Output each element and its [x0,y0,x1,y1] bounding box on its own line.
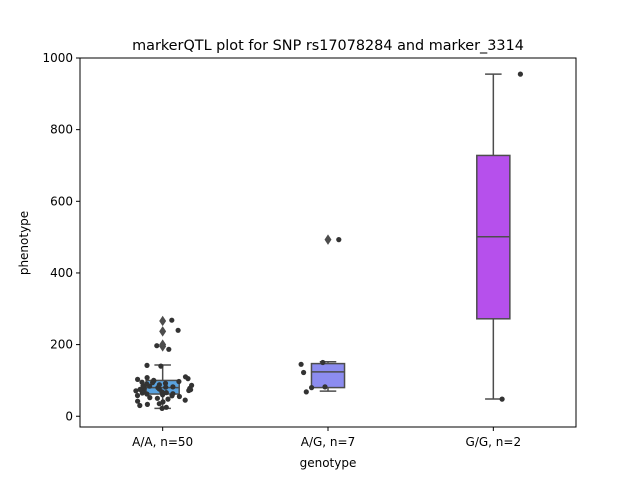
chart-title: markerQTL plot for SNP rs17078284 and ma… [132,38,524,54]
data-point [309,385,315,391]
outlier-marker [159,326,167,337]
x-axis-label: genotype [300,456,357,470]
y-tick-label: 600 [50,194,73,208]
x-tick-label: A/G, n=7 [301,435,355,449]
data-point [301,369,307,376]
data-point [144,401,150,407]
data-point [517,71,524,77]
x-tick-label: A/A, n=50 [132,435,193,449]
data-point [176,393,182,400]
data-point [154,343,160,349]
data-point [182,397,188,403]
data-point [162,380,169,386]
data-point [159,405,165,411]
y-axis-label: phenotype [17,211,31,275]
outlier-marker [159,339,167,350]
data-point [166,346,172,352]
box-group [476,73,511,400]
data-point [170,391,176,397]
data-point [163,384,169,390]
data-point [189,382,195,388]
data-point [499,396,505,402]
box-group [310,234,346,392]
points-group [499,71,524,402]
y-tick-label: 1000 [42,51,73,65]
data-point [144,375,150,381]
data-point [176,378,182,385]
data-point [151,377,157,383]
data-point [169,317,175,323]
data-point [154,395,160,401]
data-point [160,399,166,405]
data-point [298,361,304,367]
x-tick-label: G/G, n=2 [466,435,522,449]
y-tick-label: 200 [50,338,73,352]
outlier-marker [159,315,167,327]
points-group [298,237,342,395]
data-point [163,390,169,396]
y-tick-label: 800 [50,123,73,137]
data-point [182,374,189,380]
data-point [163,404,169,410]
data-point [156,382,162,388]
y-tick-label: 0 [65,409,73,423]
data-point [137,386,143,392]
data-point [144,362,150,368]
outlier-marker [324,234,332,245]
data-point [322,384,328,390]
data-point [135,398,141,404]
data-point [139,379,145,385]
data-point [144,381,150,387]
data-point [147,395,153,401]
data-point [137,402,143,409]
plot-area [133,71,524,411]
data-point [158,363,164,369]
data-point [134,392,141,399]
box-iqr [310,362,346,389]
points-group [133,317,195,411]
data-point [320,359,326,366]
data-point [170,384,176,390]
data-point [133,388,139,394]
x-axis: A/A, n=50 A/G, n=7 G/G, n=2 [132,427,521,449]
data-point [303,389,309,395]
y-tick-label: 400 [50,266,73,280]
data-point [144,391,150,397]
data-point [135,376,141,382]
data-point [336,237,342,243]
y-axis: 0 200 400 600 800 1000 [42,51,80,423]
data-point [165,396,171,402]
data-point [175,327,181,333]
